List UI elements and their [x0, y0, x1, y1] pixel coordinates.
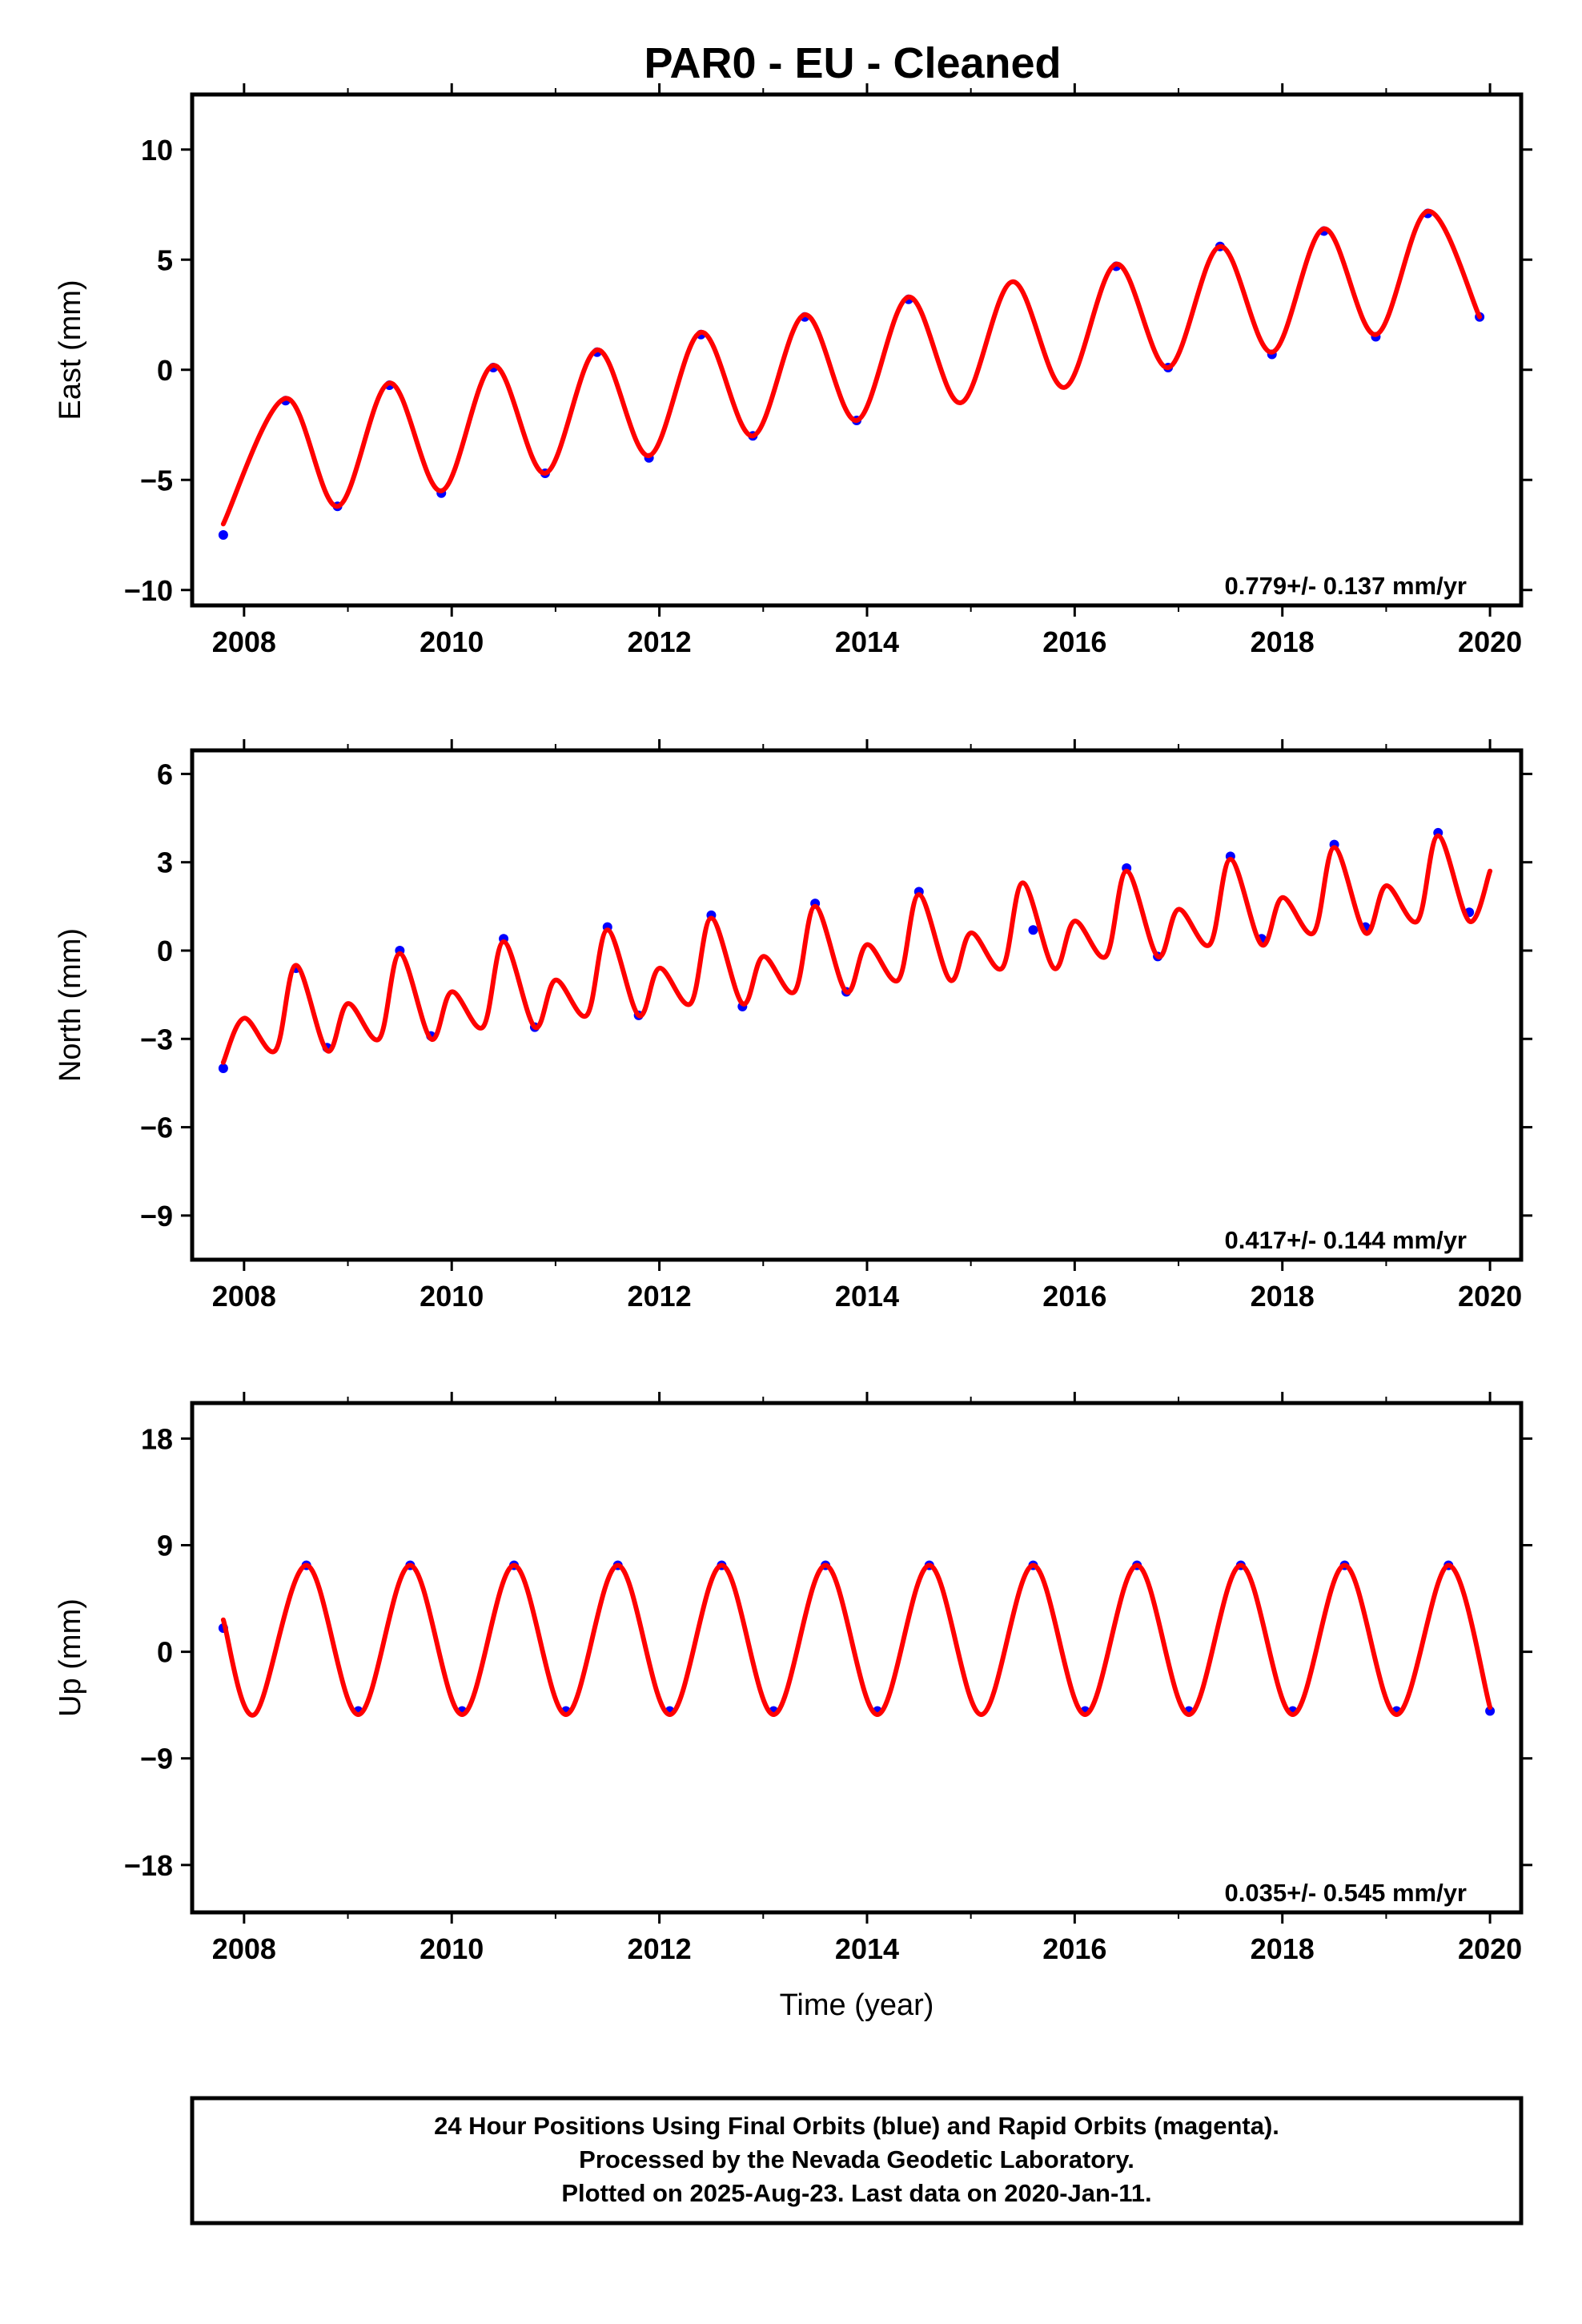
plot-frame	[190, 748, 1524, 1262]
y-tick-label: −3	[140, 1023, 173, 1055]
y-tick-label: −9	[140, 1200, 173, 1232]
rate-annotation: 0.417+/- 0.144 mm/yr	[1225, 1226, 1467, 1254]
rate-annotation: 0.779+/- 0.137 mm/yr	[1225, 572, 1467, 600]
x-tick-label: 2018	[1251, 625, 1315, 658]
y-axis-label: Up (mm)	[54, 1598, 87, 1717]
panel-east-data	[218, 208, 1485, 540]
x-tick-label: 2020	[1458, 1932, 1522, 1965]
x-tick-label: 2012	[628, 625, 692, 658]
x-axis-label: Time (year)	[780, 1988, 934, 2022]
footer-box: 24 Hour Positions Using Final Orbits (bl…	[190, 2096, 1524, 2225]
x-tick-label: 2012	[628, 1280, 692, 1313]
x-tick-label: 2020	[1458, 625, 1522, 658]
panel-north-data	[218, 827, 1493, 1074]
x-tick-label: 2010	[420, 1280, 484, 1313]
footer-line-3: Plotted on 2025-Aug-23. Last data on 202…	[561, 2179, 1151, 2207]
plot-frame	[190, 1401, 1524, 1915]
x-tick-label: 2016	[1042, 1932, 1106, 1965]
rate-annotation: 0.035+/- 0.545 mm/yr	[1225, 1879, 1467, 1907]
x-tick-label: 2014	[835, 625, 899, 658]
x-tick-label: 2018	[1251, 1280, 1315, 1313]
footer-line-1: 24 Hour Positions Using Final Orbits (bl…	[434, 2112, 1279, 2140]
y-tick-label: 0	[157, 1636, 173, 1669]
panel-north: 2008 2010 2012 2014 2016 2018 2020 6 3 0 −3 −6 −9 Nor…	[54, 739, 1532, 1313]
panel-east: 2008 2010 2012 2014 2016 2018 2020 10 5 0 −5 −10 Eas…	[54, 83, 1532, 658]
model-curve	[220, 208, 1483, 527]
data-point	[1485, 1706, 1496, 1716]
data-point	[218, 530, 228, 540]
x-tick-label: 2018	[1251, 1932, 1315, 1965]
x-tick-label: 2010	[420, 625, 484, 658]
y-axis-label: East (mm)	[54, 279, 87, 420]
x-tick-label: 2016	[1042, 625, 1106, 658]
x-tick-label: 2014	[835, 1932, 899, 1965]
y-tick-label: −5	[140, 464, 173, 497]
x-tick-label: 2008	[212, 625, 276, 658]
y-tick-label: 9	[157, 1529, 173, 1562]
x-tick-label: 2008	[212, 1932, 276, 1965]
model-curve	[220, 833, 1493, 1065]
x-tick-label: 2010	[420, 1932, 484, 1965]
footer-line-2: Processed by the Nevada Geodetic Laborat…	[579, 2145, 1134, 2173]
x-tick-label: 2008	[212, 1280, 276, 1313]
x-tick-label: 2014	[835, 1280, 899, 1313]
plot-frame	[190, 92, 1524, 608]
y-tick-label: 6	[157, 758, 173, 790]
y-tick-label: −10	[124, 574, 173, 607]
y-tick-label: 0	[157, 354, 173, 387]
y-tick-label: 0	[157, 935, 173, 967]
model-curve	[220, 1562, 1493, 1718]
chart-title: PAR0 - EU - Cleaned	[644, 39, 1061, 87]
y-tick-label: −6	[140, 1112, 173, 1144]
data-point	[1028, 925, 1038, 935]
y-axis-label: North (mm)	[54, 928, 87, 1082]
x-tick-label: 2020	[1458, 1280, 1522, 1313]
y-tick-label: 3	[157, 846, 173, 879]
x-tick-label: 2016	[1042, 1280, 1106, 1313]
data-point	[218, 1063, 228, 1074]
y-tick-label: −9	[140, 1743, 173, 1775]
panel-up-data	[218, 1560, 1496, 1718]
y-tick-label: 10	[141, 134, 173, 167]
panel-up: 2008 2010 2012 2014 2016 2018 2020 18 9 0 −9 −18 Up …	[54, 1392, 1532, 2022]
x-tick-label: 2012	[628, 1932, 692, 1965]
y-tick-label: 5	[157, 243, 173, 276]
y-tick-label: −18	[124, 1849, 173, 1882]
y-tick-label: 18	[141, 1422, 173, 1455]
